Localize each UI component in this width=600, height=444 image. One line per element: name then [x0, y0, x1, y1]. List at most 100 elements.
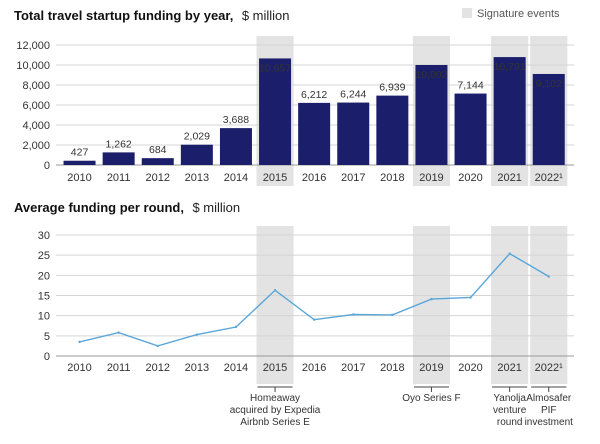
bar-value-label: 684	[149, 144, 167, 156]
line-point-2010	[78, 340, 81, 344]
line-y-tick-label: 20	[38, 270, 50, 282]
bar-y-tick-label: 0	[44, 160, 50, 172]
bar-value-label: 10,791	[494, 61, 526, 73]
bar-value-label: 6,212	[301, 89, 327, 101]
legend-swatch	[462, 8, 472, 18]
line-x-tick-label: 2015	[263, 362, 287, 374]
bar-value-label: 7,144	[457, 80, 483, 92]
line-chart-title: Average funding per round, $ million	[14, 199, 240, 216]
line-point-2017	[352, 313, 355, 316]
bar-x-tick-label: 2013	[185, 172, 209, 184]
line-x-tick-label: 2010	[67, 362, 91, 374]
event-shade-bottom-2022	[530, 226, 568, 384]
bar-value-label: 10,657	[259, 62, 291, 74]
bar-x-tick-label: 2014	[224, 172, 248, 184]
bar-x-tick-label: 2018	[380, 172, 404, 184]
line-y-tick-label: 10	[38, 311, 50, 323]
line-point-2020	[469, 296, 472, 299]
line-point-2016	[312, 318, 316, 321]
line-chart-gridlines	[56, 234, 574, 357]
bar-chart-value-labels: 427 1,262 684 2,029 3,688 10,657 6,212 6,244 6,9…	[71, 61, 562, 159]
bar-y-tick-label: 12,000	[16, 40, 50, 52]
bar-2014	[219, 128, 252, 165]
legend-label: Signature events	[477, 8, 560, 20]
bar-2015	[259, 58, 292, 165]
line-x-tick-label: 2021	[497, 362, 521, 374]
bar-x-tick-label: 2019	[419, 172, 443, 184]
line-point-2019	[430, 297, 433, 301]
line-point-2013	[195, 333, 199, 336]
line-y-tick-label: 15	[38, 291, 50, 303]
bar-2010	[63, 160, 96, 165]
bar-chart-bars	[63, 57, 565, 166]
annotation-line: Almosafer	[526, 393, 572, 404]
line-x-tick-label: 2019	[419, 362, 443, 374]
line-point-2014	[234, 325, 238, 329]
bar-y-tick-label: 10,000	[16, 60, 50, 72]
bar-chart-y-ticks: 0 2,000 4,000 6,000 8,000 10,000 12,000	[16, 40, 50, 172]
bar-x-tick-label: 2012	[146, 172, 170, 184]
bar-x-tick-label: 2021	[497, 172, 521, 184]
line-x-tick-label: 2013	[185, 362, 209, 374]
event-shade-bottom-2019	[412, 226, 450, 384]
line-y-tick-label: 5	[44, 331, 50, 343]
bar-2011	[102, 152, 135, 165]
annotation-line: round	[497, 417, 523, 428]
annotation-line: venture	[493, 405, 527, 416]
bar-2021	[493, 57, 526, 166]
line-point-2011	[117, 331, 120, 334]
bar-2012	[141, 158, 174, 165]
annotation-line: Oyo Series F	[402, 393, 460, 404]
bar-x-tick-label: 2016	[302, 172, 326, 184]
line-x-tick-label: 2016	[302, 362, 326, 374]
line-y-tick-label: 0	[44, 351, 50, 363]
annotation-line: acquired by Expedia	[230, 405, 321, 416]
bar-value-label: 10,002	[415, 69, 447, 81]
bar-value-label: 9,102	[536, 78, 562, 90]
bar-y-tick-label: 6,000	[22, 100, 50, 112]
annotation-line: Yanolja	[493, 393, 526, 404]
bar-2013	[180, 144, 213, 165]
line-point-2015	[273, 289, 277, 292]
line-chart-y-ticks: 0 5 10 15 20 25 30	[38, 230, 50, 363]
annotation-line: Airbnb Series E	[240, 417, 310, 428]
line-x-tick-label: 2022¹	[535, 362, 563, 374]
bar-2017	[337, 102, 370, 165]
bar-2019	[415, 64, 448, 165]
line-x-tick-label: 2018	[380, 362, 404, 374]
bar-value-label: 427	[71, 147, 89, 159]
bar-value-label: 6,244	[340, 89, 366, 101]
annotation-line: PIF	[541, 405, 557, 416]
bar-x-tick-label: 2020	[458, 172, 482, 184]
bar-chart-title-unit: $ million	[242, 8, 290, 23]
line-x-tick-label: 2020	[458, 362, 482, 374]
line-point-2012	[156, 344, 159, 348]
line-chart-series	[78, 252, 550, 348]
line-point-2018	[391, 313, 394, 317]
bar-chart-title-main: Total travel startup funding by year,	[14, 8, 233, 23]
bar-chart-x-ticks: 2010 2011 2012 2013 2014 2015 2016 2017 2018 2019…	[67, 172, 563, 184]
bar-x-tick-label: 2017	[341, 172, 365, 184]
bar-y-tick-label: 4,000	[22, 120, 50, 132]
bar-x-tick-label: 2015	[263, 172, 287, 184]
bar-2022	[532, 73, 565, 165]
bar-x-tick-label: 2011	[107, 172, 131, 184]
line-x-tick-label: 2017	[341, 362, 365, 374]
bar-2020	[454, 93, 487, 165]
line-point-2022	[547, 275, 550, 278]
average-funding-line	[79, 252, 550, 347]
line-chart-title-unit: $ million	[192, 200, 240, 215]
annotation-2019: Oyo Series F	[402, 386, 461, 404]
bar-2016	[298, 102, 331, 165]
line-point-2021	[508, 252, 511, 255]
bar-x-tick-label: 2022¹	[535, 172, 563, 184]
line-y-tick-label: 30	[38, 230, 50, 242]
line-chart-x-ticks: 2010 2011 2012 2013 2014 2015 2016 2017 2018 2019…	[67, 362, 563, 374]
line-x-tick-label: 2012	[146, 362, 170, 374]
line-y-tick-label: 25	[38, 250, 50, 262]
legend: Signature events	[462, 8, 560, 20]
